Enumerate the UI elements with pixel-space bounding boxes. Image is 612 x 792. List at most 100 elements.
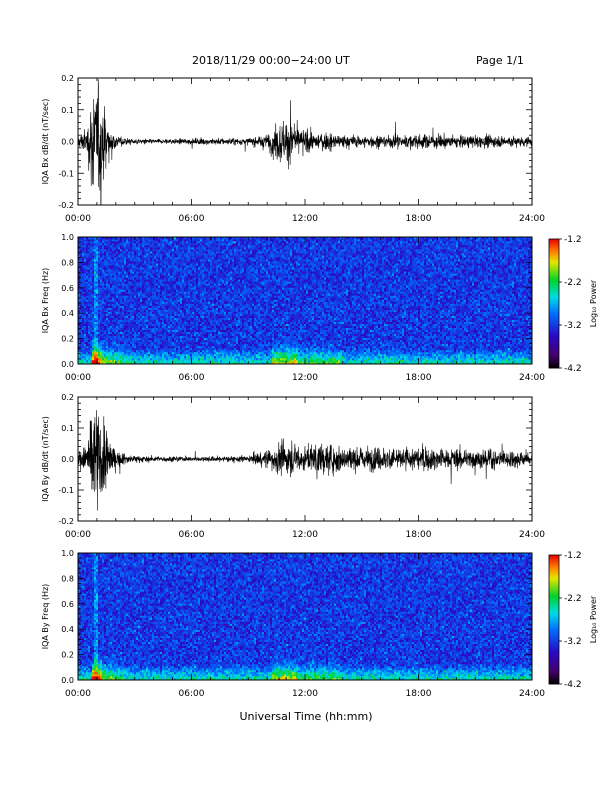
spectrogram-cell [84,335,87,339]
spectrogram-cell [226,237,229,240]
spectrogram-cell [80,269,83,272]
spectrogram-cell [204,293,207,296]
spectrogram-cell [132,357,135,361]
spectrogram-cell [78,331,81,335]
spectrogram-cell [168,243,171,246]
spectrogram-cell [172,353,175,357]
spectrogram-cell [84,313,87,316]
spectrogram-cell [134,317,137,320]
spectrogram-cell [208,261,211,264]
spectrogram-cell [218,253,221,256]
spectrogram-cell [158,259,161,262]
spectrogram-cell [228,281,231,284]
spectrogram-cell [86,269,89,272]
spectrogram-cell [192,277,195,280]
spectrogram-cell [170,331,173,335]
spectrogram-cell [182,283,185,286]
spectrogram-cell [158,273,161,276]
spectrogram-cell [124,299,127,302]
spectrogram-cell [206,269,209,272]
spectrogram-cell [210,285,213,288]
spectrogram-cell [108,275,111,278]
spectrogram-cell [84,277,87,280]
spectrogram-cell [220,289,223,292]
spectrogram-cell [108,337,111,341]
spectrogram-cell [146,267,149,270]
spectrogram-cell [198,347,201,351]
spectrogram-cell [196,319,199,322]
spectrogram-cell [192,319,195,322]
spectrogram-cell [186,323,189,326]
spectrogram-cell [176,281,179,284]
spectrogram-cell [140,297,143,300]
spectrogram-cell [146,295,149,298]
spectrogram-cell [168,335,171,339]
spectrogram-cell [174,253,177,256]
spectrogram-cell [114,237,117,240]
spectrogram-cell [152,343,155,347]
spectrogram-cell [138,313,141,316]
spectrogram-cell [144,329,147,333]
spectrogram-cell [210,349,213,353]
spectrogram-cell [120,355,123,359]
spectrogram-cell [172,269,175,272]
spectrogram-cell [132,241,135,244]
spectrogram-cell [184,359,187,363]
spectrogram-cell [110,355,113,359]
spectrogram-cell [184,357,187,361]
spectrogram-cell [174,293,177,296]
spectrogram-cell [82,263,85,266]
spectrogram-cell [230,303,233,306]
spectrogram-cell [112,281,115,284]
spectrogram-cell [158,317,161,320]
spectrogram-cell [80,327,83,331]
spectrogram-cell [218,285,221,288]
spectrogram-cell [194,267,197,270]
spectrogram-cell [192,355,195,359]
spectrogram-cell [224,243,227,246]
spectrogram-cell [100,253,103,256]
spectrogram-cell [152,283,155,286]
spectrogram-cell [178,305,181,308]
spectrogram-cell [224,329,227,333]
spectrogram-cell [90,253,93,256]
spectrogram-cell [176,289,179,292]
spectrogram-cell [204,329,207,333]
spectrogram-cell [104,347,107,351]
spectrogram-cell [196,355,199,359]
spectrogram-cell [112,345,115,349]
spectrogram-cell [146,253,149,256]
spectrogram-cell [214,297,217,300]
spectrogram-cell [194,305,197,308]
spectrogram-cell [84,303,87,306]
spectrogram-cell [136,279,139,282]
spectrogram-cell [122,343,125,347]
spectrogram-cell [124,309,127,312]
spectrogram-cell [202,275,205,278]
spectrogram-cell [124,277,127,280]
spectrogram-cell [112,331,115,335]
spectrogram-cell [124,249,127,252]
spectrogram-cell [208,327,211,331]
spectrogram-cell [204,339,207,343]
spectrogram-cell [140,283,143,286]
spectrogram-cell [112,269,115,272]
spectrogram-cell [202,265,205,268]
spectrogram-cell [168,309,171,312]
spectrogram-cell [216,285,219,288]
spectrogram-cell [182,361,185,365]
spectrogram-cell [182,347,185,351]
spectrogram-cell [138,251,141,254]
spectrogram-cell [88,261,91,264]
spectrogram-cell [82,275,85,278]
spectrogram-cell [210,339,213,343]
spectrogram-cell [218,327,221,331]
spectrogram-cell [148,297,151,300]
spectrogram-cell [142,319,145,322]
spectrogram-cell [108,321,111,324]
spectrogram-cell [158,337,161,341]
spectrogram-cell [164,263,167,266]
spectrogram-cell [154,271,157,274]
spectrogram-cell [98,311,101,314]
spectrogram-cell [80,321,83,324]
